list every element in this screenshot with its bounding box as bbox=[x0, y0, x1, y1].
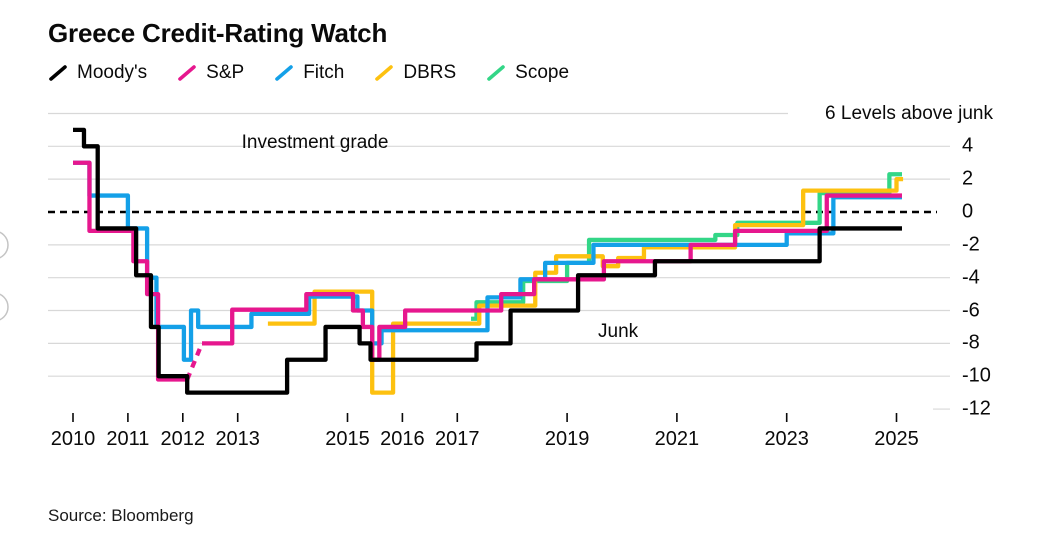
x-tick-label-2012: 2012 bbox=[160, 428, 206, 450]
legend-swatch-fitch bbox=[275, 65, 293, 81]
x-tick-label-2011: 2011 bbox=[106, 428, 150, 450]
legend-swatch-line bbox=[178, 65, 196, 81]
series-line-sp bbox=[185, 342, 205, 381]
legend-label-scope: Scope bbox=[515, 62, 570, 83]
y-tick-label--12: -12 bbox=[962, 397, 991, 420]
y-tick-label--2: -2 bbox=[962, 233, 980, 256]
x-tick-label-2013: 2013 bbox=[215, 428, 260, 450]
legend-swatch-dbrs bbox=[375, 65, 394, 81]
edge-decoration-circle bbox=[0, 231, 9, 259]
junk-label: Junk bbox=[598, 321, 639, 342]
x-tick-label-2015: 2015 bbox=[325, 428, 370, 450]
legend-item-scope: Scope bbox=[486, 62, 569, 84]
legend-swatch-line bbox=[49, 65, 67, 81]
y-tick-label--6: -6 bbox=[962, 299, 980, 322]
investment-grade-label: Investment grade bbox=[241, 132, 389, 153]
series-line-dbrs bbox=[267, 177, 904, 395]
legend-label-moodys: Moody's bbox=[77, 62, 148, 83]
y-tick-label-4: 4 bbox=[962, 134, 974, 157]
legend-swatch-moodys bbox=[49, 65, 67, 81]
series-line-sp bbox=[73, 160, 188, 382]
x-tick-label-2016: 2016 bbox=[380, 428, 425, 450]
series-line-scope bbox=[471, 172, 902, 321]
y-tick-label--10: -10 bbox=[962, 364, 991, 387]
legend-swatch-sp bbox=[178, 65, 196, 81]
legend-item-moodys: Moody's bbox=[48, 62, 147, 84]
x-tick-label-2023: 2023 bbox=[764, 428, 809, 450]
y-tick-label-2: 2 bbox=[962, 167, 974, 190]
x-tick-label-2017: 2017 bbox=[435, 428, 480, 450]
legend: Moody's S&P Fitch DBRS Scope bbox=[48, 62, 569, 84]
legend-item-fitch: Fitch bbox=[274, 62, 344, 84]
x-tick-label-2010: 2010 bbox=[50, 428, 96, 450]
legend-item-sp: S&P bbox=[177, 62, 244, 84]
legend-swatch-line bbox=[375, 65, 394, 81]
legend-label-dbrs: DBRS bbox=[403, 62, 457, 83]
edge-decoration-circle bbox=[0, 293, 9, 321]
source-label: Source: Bloomberg bbox=[48, 506, 194, 525]
x-tick-label-2021: 2021 bbox=[654, 428, 700, 450]
y-tick-label--8: -8 bbox=[962, 331, 980, 354]
legend-item-dbrs: DBRS bbox=[374, 62, 456, 84]
series-line-sp bbox=[202, 193, 902, 362]
x-tick-label-2019: 2019 bbox=[544, 428, 590, 450]
page-title: Greece Credit-Rating Watch bbox=[48, 18, 388, 48]
legend-swatch-line bbox=[487, 65, 505, 81]
y-tick-label-0: 0 bbox=[962, 200, 974, 223]
legend-label-sp: S&P bbox=[206, 62, 245, 83]
y-tick-label--4: -4 bbox=[962, 266, 980, 289]
series-line-moodys bbox=[73, 127, 902, 395]
legend-swatch-line bbox=[275, 65, 293, 81]
legend-label-fitch: Fitch bbox=[303, 62, 345, 83]
legend-swatch-scope bbox=[487, 65, 505, 81]
x-tick-label-2025: 2025 bbox=[874, 428, 919, 450]
levels-above-junk-label: 6 Levels above junk bbox=[825, 103, 993, 124]
